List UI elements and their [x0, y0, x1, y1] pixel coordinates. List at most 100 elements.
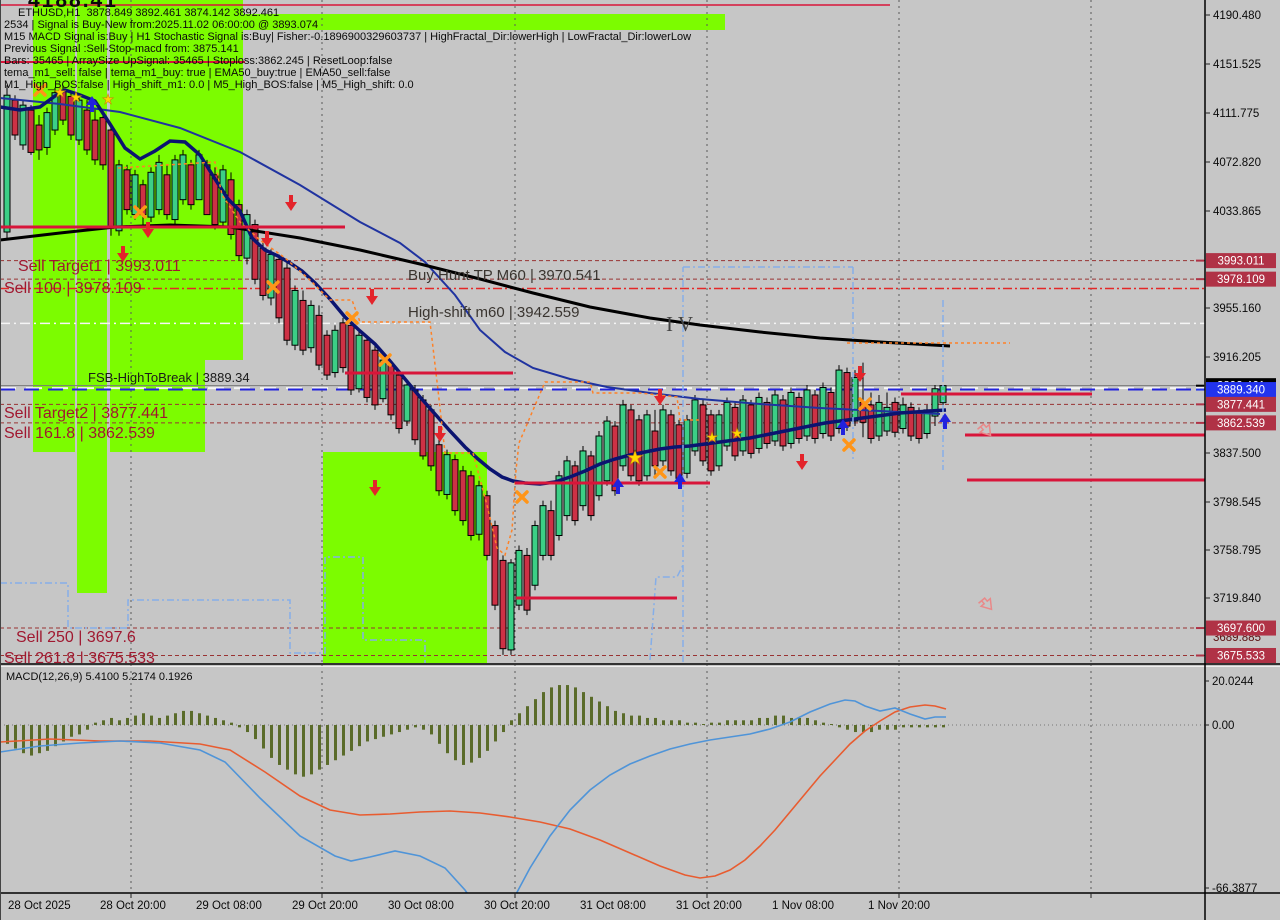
candle [819, 382, 827, 439]
annotation-label: FSB-HighToBreak | 3889.34 [88, 370, 250, 385]
candle-body [579, 450, 587, 507]
candle-body [627, 409, 635, 477]
candle-body [123, 169, 131, 211]
macd-histogram-bar [254, 725, 257, 740]
candle-body [355, 334, 363, 390]
time-axis-label: 1 Nov 20:00 [868, 900, 930, 912]
macd-histogram-bar [414, 725, 417, 728]
macd-histogram-bar [774, 715, 777, 725]
candle [435, 439, 443, 496]
candle-body [819, 386, 827, 435]
tema-info-line: tema_m1_sell: false | tema_m1_buy: true … [4, 67, 391, 79]
candle-body [851, 377, 859, 422]
price-axis-label: 4111.775 [1213, 108, 1259, 120]
candle-body [619, 404, 627, 467]
x-stroke [653, 465, 667, 479]
candle-body [547, 510, 555, 556]
candle-body [43, 112, 51, 148]
macd-histogram-bar [646, 717, 649, 725]
price-axis-label: 3798.545 [1213, 497, 1261, 509]
candle [739, 394, 747, 456]
macd-histogram-bar [654, 717, 657, 725]
macd-histogram-bar [22, 725, 25, 754]
macd-histogram-bar [518, 713, 521, 725]
time-axis-label: 30 Oct 20:00 [484, 900, 550, 912]
time-axis-label: 31 Oct 08:00 [580, 900, 646, 912]
macd-histogram-bar [358, 725, 361, 747]
candle [811, 389, 819, 444]
macd-histogram-bar [582, 692, 585, 725]
candle-body [19, 104, 27, 146]
candle [771, 389, 779, 446]
macd-axis-label: 20.0244 [1212, 676, 1254, 688]
buy-arrow-icon [612, 478, 624, 494]
macd-histogram-bar [854, 725, 857, 733]
macd-histogram-bar [918, 725, 921, 728]
candle [339, 317, 347, 373]
candle-body [3, 94, 11, 233]
candle-body [891, 401, 899, 433]
candle [803, 385, 811, 441]
macd-histogram-bar [814, 720, 817, 725]
macd-histogram-bar [438, 725, 441, 744]
sell-arrow-icon [261, 231, 273, 247]
buy-arrow-icon [939, 413, 951, 429]
macd-histogram-bar [166, 715, 169, 725]
macd-histogram-bar [750, 720, 753, 725]
sell-arrow-icon [366, 289, 378, 305]
macd-histogram-bar [486, 725, 489, 751]
star-icon: ★ [54, 85, 67, 101]
price-axis-label: 3955.160 [1213, 303, 1261, 315]
macd-histogram-bar [782, 715, 785, 725]
candle [131, 169, 139, 220]
candle-body [763, 401, 771, 444]
annotation-label: Sell Target1 | 3993.011 [18, 258, 181, 275]
candle [659, 404, 667, 466]
macd-histogram-bar [214, 717, 217, 725]
macd-histogram-bar [94, 722, 97, 725]
candle-body [99, 117, 107, 166]
candle-body [179, 154, 187, 201]
macd-histogram-bar [398, 725, 401, 733]
macd-histogram-bar [766, 717, 769, 725]
candle-body [691, 399, 699, 452]
sell-arrow-icon [285, 195, 297, 211]
time-axis-label: 1 Nov 08:00 [772, 900, 834, 912]
buy-arrow-icon [837, 419, 849, 435]
x-cross-icon [842, 438, 856, 452]
price-axis-label: 4033.865 [1213, 206, 1261, 218]
candle [107, 125, 115, 236]
buy-arrow-icon [86, 96, 98, 112]
candle [635, 414, 643, 486]
macd-histogram-bar [470, 725, 473, 763]
candle-body [195, 154, 203, 201]
price-axis-label: 3916.205 [1213, 352, 1261, 364]
candle-body [451, 459, 459, 512]
annotation-label: Sell Target2 | 3877.441 [4, 405, 168, 422]
candle-body [371, 349, 379, 406]
macd-histogram-bar [526, 706, 529, 725]
macd-histogram-bar [822, 722, 825, 725]
candle [763, 397, 771, 449]
candle-body [155, 161, 163, 211]
candle [443, 449, 451, 500]
badge-rect [1206, 620, 1276, 636]
badge-text: 3993.011 [1217, 256, 1264, 268]
x-cross-icon [858, 397, 872, 411]
candle-body [459, 470, 467, 522]
macd-histogram-bar [942, 725, 945, 728]
candle [563, 455, 571, 521]
macd-histogram-bar [422, 725, 425, 730]
candle-body [571, 465, 579, 522]
macd-histogram-bar [190, 710, 193, 725]
star-icon: ★ [102, 92, 115, 108]
candle [779, 394, 787, 451]
candle [499, 555, 507, 655]
macd-histogram-bar [886, 725, 889, 730]
macd-histogram-bar [726, 720, 729, 725]
macd-histogram-bar [206, 715, 209, 725]
macd-histogram-bar [830, 724, 833, 725]
macd-histogram-bar [806, 717, 809, 725]
